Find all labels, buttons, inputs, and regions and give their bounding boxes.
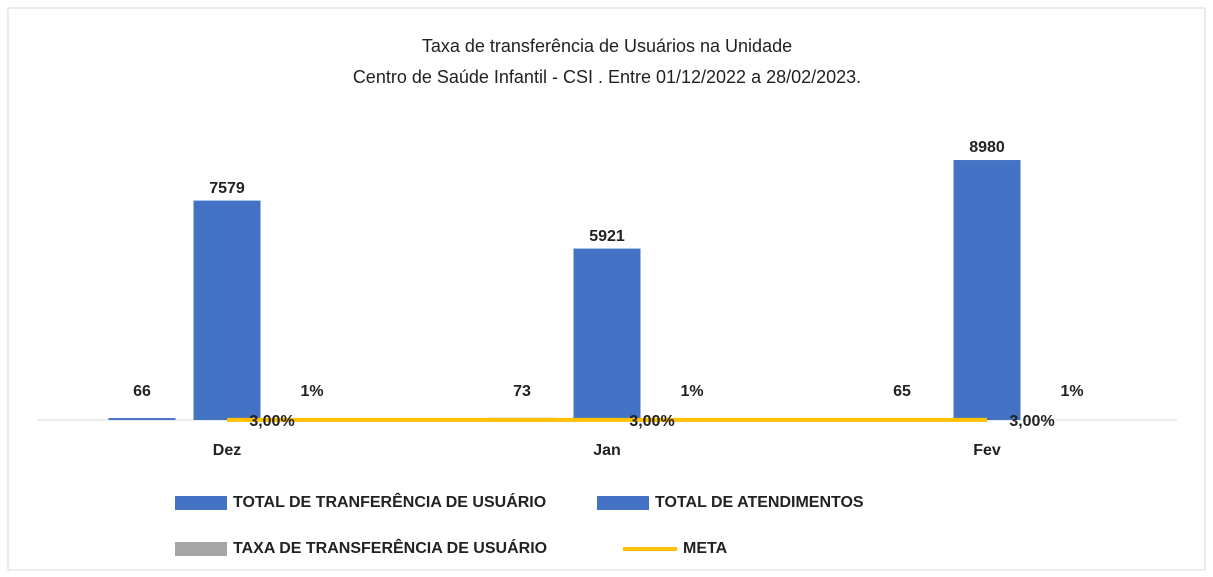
bar xyxy=(193,200,261,420)
chart-title: Taxa de transferência de Usuários na Uni… xyxy=(422,36,792,56)
data-label: 3,00% xyxy=(1009,413,1054,430)
x-tick-label: Fev xyxy=(973,442,1001,459)
chart-subtitle: Centro de Saúde Infantil - CSI . Entre 0… xyxy=(353,67,861,87)
data-label: 66 xyxy=(133,383,151,400)
legend-swatch xyxy=(175,496,227,510)
legend-swatch xyxy=(175,542,227,556)
bar xyxy=(108,418,176,420)
legend-label: TOTAL DE TRANFERÊNCIA DE USUÁRIO xyxy=(233,492,546,511)
bar xyxy=(953,160,1021,421)
data-label: 3,00% xyxy=(629,413,674,430)
data-label: 65 xyxy=(893,383,911,400)
data-label: 5921 xyxy=(589,228,625,245)
legend-label: TOTAL DE ATENDIMENTOS xyxy=(655,494,864,511)
data-label: 8980 xyxy=(969,139,1005,156)
legend-swatch xyxy=(597,496,649,510)
x-tick-label: Jan xyxy=(593,442,621,459)
data-label: 7579 xyxy=(209,180,245,197)
bar xyxy=(573,248,641,420)
data-label: 1% xyxy=(300,383,323,400)
data-label: 1% xyxy=(680,383,703,400)
x-tick-label: Dez xyxy=(213,442,241,459)
data-label: 3,00% xyxy=(249,413,294,430)
data-label: 1% xyxy=(1060,383,1083,400)
data-label: 73 xyxy=(513,383,531,400)
legend-label: TAXA DE TRANSFERÊNCIA DE USUÁRIO xyxy=(233,538,547,557)
legend-label: META xyxy=(683,540,728,557)
